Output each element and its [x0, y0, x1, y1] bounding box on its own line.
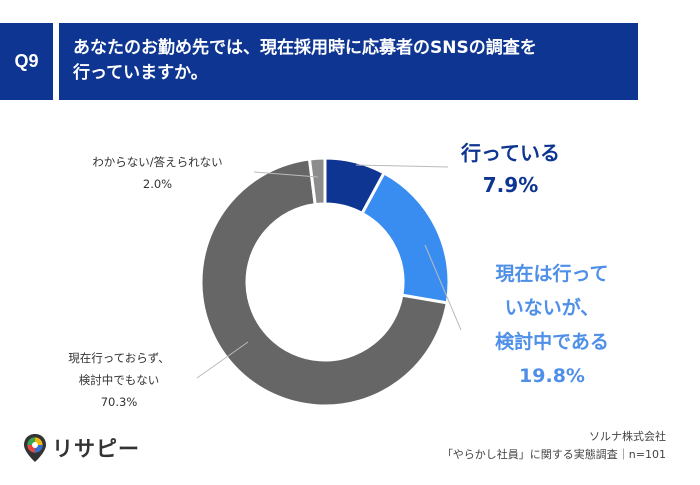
- label-not-line2: 検討中でもない: [78, 373, 160, 387]
- leader-line-unknown: [253, 171, 319, 178]
- source-company: ソルナ株式会社: [589, 430, 666, 443]
- question-number-badge: Q9: [0, 23, 53, 100]
- label-not-line1: 現在行っておらず、: [68, 351, 170, 365]
- question-title-line2: 行っていますか。: [73, 63, 208, 83]
- label-considering-line1: 現在は行って: [495, 263, 609, 285]
- label-doing-value: 7.9%: [482, 173, 539, 197]
- leader-line-considering: [424, 244, 462, 331]
- pin-logo-icon: [24, 434, 46, 462]
- label-doing: 行っている 7.9%: [448, 138, 573, 202]
- label-unknown: わからない/答えられない 2.0%: [70, 151, 245, 195]
- leader-line-doing: [355, 164, 449, 168]
- source-survey: 「やらかし社員」に関する実態調査｜n=101: [441, 448, 666, 461]
- question-title: あなたのお勤め先では、現在採用時に応募者のSNSの調査を 行っていますか。: [59, 23, 638, 100]
- slice-considering: [360, 170, 451, 305]
- brand-logo-text: リサピー: [52, 437, 140, 461]
- label-considering: 現在は行って いないが、 検討中である 19.8%: [472, 257, 632, 393]
- slice-not: [199, 157, 449, 408]
- label-not-value: 70.3%: [100, 395, 138, 409]
- brand-logo: リサピー: [22, 433, 140, 463]
- label-not: 現在行っておらず、 検討中でもない 70.3%: [44, 347, 194, 413]
- label-considering-line2: いないが、: [504, 297, 600, 319]
- label-considering-line3: 検討中である: [495, 331, 609, 353]
- label-doing-name: 行っている: [461, 141, 560, 165]
- leader-line-not: [196, 341, 249, 379]
- label-unknown-name: わからない/答えられない: [92, 155, 223, 169]
- source-note: ソルナ株式会社 「やらかし社員」に関する実態調査｜n=101: [442, 428, 666, 464]
- label-unknown-value: 2.0%: [142, 177, 173, 191]
- question-header: Q9 あなたのお勤め先では、現在採用時に応募者のSNSの調査を 行っていますか。: [0, 23, 638, 100]
- label-considering-value: 19.8%: [519, 365, 585, 387]
- question-title-line1: あなたのお勤め先では、現在採用時に応募者のSNSの調査を: [73, 38, 537, 58]
- slice-unknown: [307, 156, 327, 207]
